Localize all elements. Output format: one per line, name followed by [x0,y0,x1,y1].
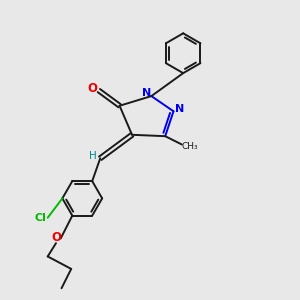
Text: O: O [88,82,98,95]
Text: Cl: Cl [35,213,47,223]
Text: N: N [142,88,151,98]
Text: N: N [175,103,184,113]
Text: CH₃: CH₃ [181,142,198,151]
Text: O: O [51,231,61,244]
Text: H: H [88,151,96,161]
